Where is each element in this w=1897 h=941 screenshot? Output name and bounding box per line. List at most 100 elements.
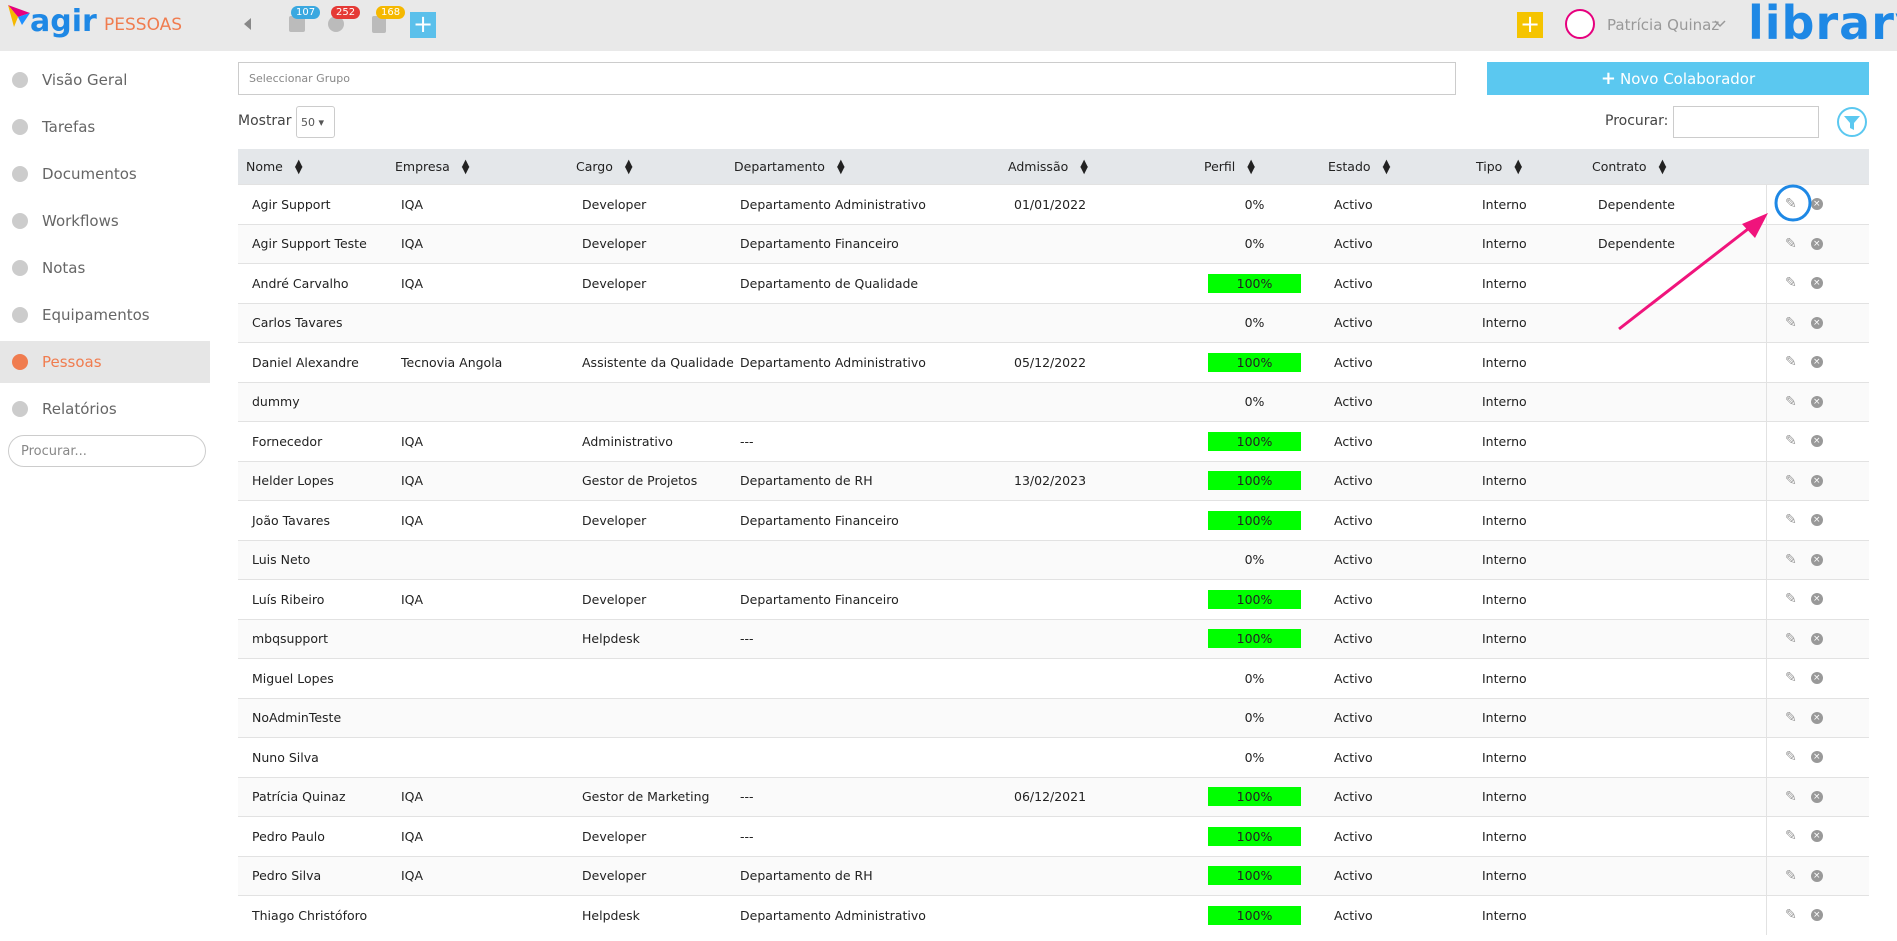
profile-value: 100%: [1236, 473, 1273, 489]
sidebar-item[interactable]: Pessoas: [0, 341, 210, 383]
sidebar-item[interactable]: Equipamentos: [0, 294, 210, 336]
add-button[interactable]: +: [410, 12, 436, 38]
delete-button[interactable]: ×: [1810, 198, 1823, 211]
delete-button[interactable]: ×: [1810, 237, 1823, 250]
column-header[interactable]: Admissão ▲ ▼: [1008, 149, 1088, 184]
edit-button[interactable]: ✎: [1785, 591, 1797, 608]
notification-icon[interactable]: [328, 16, 344, 32]
table-cell: Dependente: [1598, 196, 1676, 212]
delete-button[interactable]: ×: [1810, 711, 1823, 724]
delete-button[interactable]: ×: [1810, 395, 1823, 408]
delete-button[interactable]: ×: [1810, 277, 1823, 290]
delete-button[interactable]: ×: [1810, 751, 1823, 764]
column-header[interactable]: Cargo ▲ ▼: [576, 149, 633, 184]
delete-button[interactable]: ×: [1810, 632, 1823, 645]
table-cell: Activo: [1334, 275, 1373, 291]
table-cell: Helpdesk: [582, 907, 640, 923]
edit-button[interactable]: ✎: [1785, 630, 1797, 647]
edit-button[interactable]: ✎: [1785, 196, 1797, 213]
table-cell: dummy: [252, 394, 300, 410]
delete-button[interactable]: ×: [1810, 593, 1823, 606]
edit-button[interactable]: ✎: [1785, 354, 1797, 371]
profile-cell: 0%: [1208, 225, 1301, 264]
edit-button[interactable]: ✎: [1785, 828, 1797, 845]
collapse-button[interactable]: [243, 17, 253, 31]
delete-button[interactable]: ×: [1810, 909, 1823, 922]
table-cell: Interno: [1482, 394, 1527, 410]
sidebar-item[interactable]: Visão Geral: [0, 59, 210, 101]
sidebar-item[interactable]: Notas: [0, 247, 210, 289]
delete-button[interactable]: ×: [1810, 474, 1823, 487]
edit-button[interactable]: ✎: [1785, 749, 1797, 766]
edit-button[interactable]: ✎: [1785, 867, 1797, 884]
avatar[interactable]: [1565, 9, 1595, 39]
delete-button[interactable]: ×: [1810, 356, 1823, 369]
delete-button[interactable]: ×: [1810, 869, 1823, 882]
logo-text: agir: [30, 4, 97, 39]
table-cell: Developer: [582, 591, 647, 607]
sidebar-item[interactable]: Tarefas: [0, 106, 210, 148]
sidebar-item[interactable]: Workflows: [0, 200, 210, 242]
edit-button[interactable]: ✎: [1785, 393, 1797, 410]
table-cell: Developer: [582, 275, 647, 291]
calendar-icon[interactable]: [289, 16, 305, 32]
profile-value: 100%: [1236, 907, 1273, 923]
sidebar-search[interactable]: Procurar...: [8, 435, 206, 467]
delete-button[interactable]: ×: [1810, 830, 1823, 843]
edit-button[interactable]: ✎: [1785, 788, 1797, 805]
table-cell: Developer: [582, 828, 647, 844]
table-cell: Departamento Financeiro: [740, 236, 899, 252]
profile-bar: 0%: [1208, 550, 1301, 569]
table-cell: Interno: [1482, 552, 1527, 568]
edit-button[interactable]: ✎: [1785, 907, 1797, 924]
edit-button[interactable]: ✎: [1785, 551, 1797, 568]
page-size-select[interactable]: 50 ▾: [296, 106, 335, 138]
column-header[interactable]: Departamento ▲ ▼: [734, 149, 845, 184]
delete-button[interactable]: ×: [1810, 435, 1823, 448]
sidebar-item[interactable]: Relatórios: [0, 388, 210, 430]
table-cell: Departamento Administrativo: [740, 354, 926, 370]
table-cell: Interno: [1482, 591, 1527, 607]
sidebar-icon: [12, 166, 28, 182]
sidebar-item[interactable]: Documentos: [0, 153, 210, 195]
quick-add-button[interactable]: +: [1517, 12, 1543, 38]
table-cell: André Carvalho: [252, 275, 349, 291]
search-input[interactable]: [1673, 106, 1819, 138]
edit-button[interactable]: ✎: [1785, 314, 1797, 331]
delete-button[interactable]: ×: [1810, 672, 1823, 685]
column-header[interactable]: Perfil ▲ ▼: [1204, 149, 1255, 184]
table-cell: Departamento Administrativo: [740, 196, 926, 212]
column-header[interactable]: Nome ▲ ▼: [246, 149, 303, 184]
table-row: Helder Lopes IQA Gestor de Projetos Departa…: [238, 460, 1869, 500]
actions: ✎ ×: [1766, 698, 1869, 737]
document-icon[interactable]: [372, 16, 386, 33]
edit-button[interactable]: ✎: [1785, 709, 1797, 726]
column-title: Nome: [246, 159, 283, 174]
badge: 252: [331, 6, 361, 19]
user-name[interactable]: Patrícia Quinaz: [1607, 16, 1720, 34]
column-header[interactable]: Tipo ▲ ▼: [1476, 149, 1522, 184]
column-header[interactable]: Empresa ▲ ▼: [395, 149, 470, 184]
delete-button[interactable]: ×: [1810, 514, 1823, 527]
table-cell: mbqsupport: [252, 631, 329, 647]
column-header[interactable]: Contrato ▲ ▼: [1592, 149, 1667, 184]
actions: ✎ ×: [1766, 422, 1869, 461]
edit-button[interactable]: ✎: [1785, 235, 1797, 252]
profile-bar: 0%: [1208, 669, 1301, 688]
edit-button[interactable]: ✎: [1785, 512, 1797, 529]
sidebar-label: Tarefas: [42, 118, 96, 136]
new-button[interactable]: + Novo Colaborador: [1487, 62, 1869, 95]
edit-button[interactable]: ✎: [1785, 472, 1797, 489]
table-cell: João Tavares: [252, 512, 330, 528]
delete-button[interactable]: ×: [1810, 790, 1823, 803]
delete-button[interactable]: ×: [1810, 553, 1823, 566]
edit-button[interactable]: ✎: [1785, 275, 1797, 292]
edit-button[interactable]: ✎: [1785, 670, 1797, 687]
table-cell: Interno: [1482, 236, 1527, 252]
edit-button[interactable]: ✎: [1785, 433, 1797, 450]
group-select[interactable]: Seleccionar Grupo: [238, 62, 1456, 95]
column-header[interactable]: Estado ▲ ▼: [1328, 149, 1391, 184]
delete-button[interactable]: ×: [1810, 316, 1823, 329]
table-cell: Gestor de Projetos: [582, 473, 698, 489]
filter-button[interactable]: [1836, 106, 1868, 138]
